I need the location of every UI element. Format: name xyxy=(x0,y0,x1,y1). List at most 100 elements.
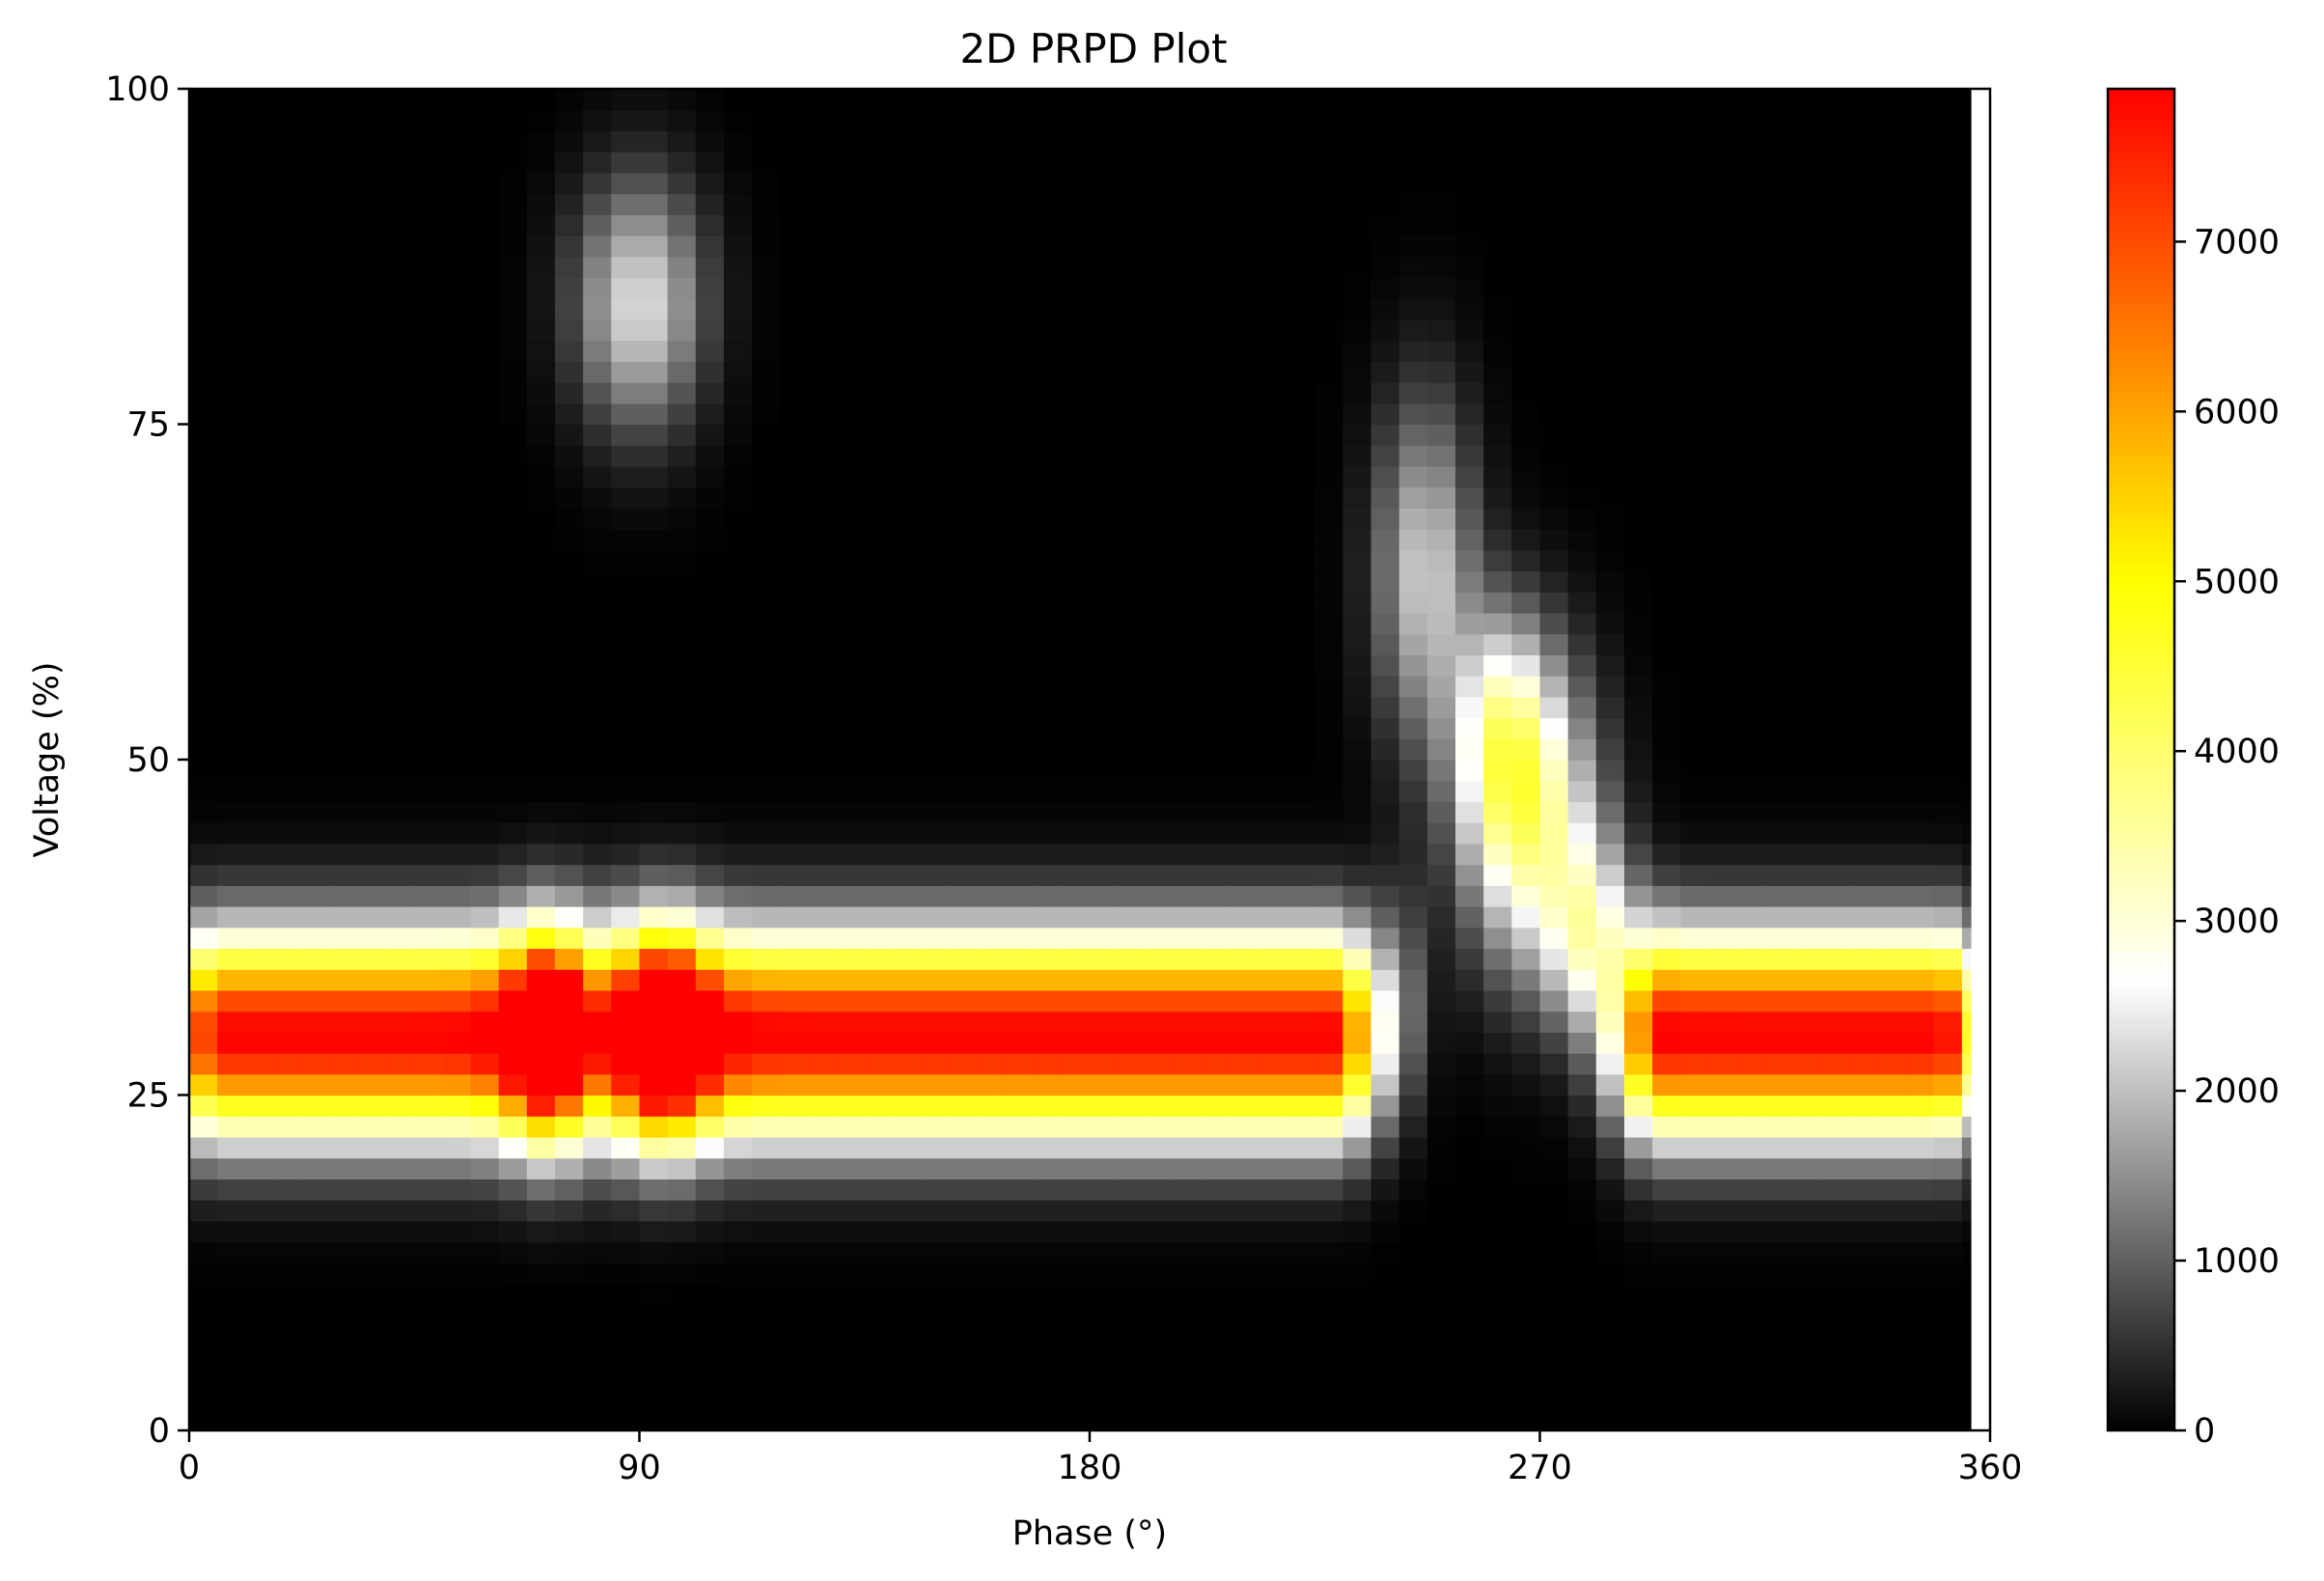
heatmap-cell xyxy=(808,738,838,761)
heatmap-cell xyxy=(189,1325,218,1347)
heatmap-cell xyxy=(977,256,1007,279)
heatmap-cell xyxy=(555,738,584,761)
heatmap-cell xyxy=(836,822,866,845)
heatmap-cell xyxy=(1736,1116,1766,1138)
heatmap-cell xyxy=(1174,801,1204,823)
heatmap-cell xyxy=(1680,822,1710,845)
heatmap-cell xyxy=(301,465,331,488)
heatmap-cell xyxy=(921,654,950,677)
heatmap-cell xyxy=(1567,843,1597,866)
heatmap-cell xyxy=(1398,402,1428,426)
heatmap-cell xyxy=(386,1283,415,1306)
heatmap-cell xyxy=(301,1179,331,1201)
heatmap-cell xyxy=(1933,319,1963,342)
heatmap-cell xyxy=(1849,1367,1878,1390)
heatmap-cell xyxy=(1426,717,1456,739)
heatmap-cell xyxy=(1961,864,1972,886)
heatmap-cell xyxy=(1033,1032,1063,1054)
heatmap-cell xyxy=(1933,382,1963,404)
heatmap-cell xyxy=(892,319,922,342)
heatmap-cell xyxy=(1174,508,1204,530)
heatmap-cell xyxy=(1905,465,1935,488)
heatmap-cell xyxy=(1483,193,1512,215)
heatmap-cell xyxy=(864,1283,894,1306)
heatmap-cell xyxy=(1539,1346,1569,1369)
heatmap-cell xyxy=(1708,801,1738,823)
heatmap-cell xyxy=(1005,1053,1035,1075)
heatmap-cell xyxy=(1342,445,1372,467)
heatmap-cell xyxy=(1370,717,1400,739)
heatmap-cell xyxy=(442,340,472,362)
heatmap-cell xyxy=(498,1325,528,1347)
heatmap-cell xyxy=(1764,1262,1794,1285)
heatmap-cell xyxy=(1342,864,1372,886)
heatmap-cell xyxy=(526,1304,556,1327)
heatmap-cell xyxy=(1426,236,1456,258)
heatmap-cell xyxy=(752,172,781,195)
heatmap-cell xyxy=(1455,277,1484,299)
heatmap-cell xyxy=(695,633,725,656)
heatmap-cell xyxy=(921,382,950,404)
heatmap-cell xyxy=(1849,570,1878,593)
heatmap-cell xyxy=(1849,780,1878,803)
heatmap-cell xyxy=(1370,1011,1400,1033)
heatmap-cell xyxy=(1483,236,1512,258)
heatmap-cell xyxy=(1595,1220,1625,1243)
heatmap-cell xyxy=(1511,465,1541,488)
heatmap-cell xyxy=(1483,654,1512,677)
heatmap-cell xyxy=(892,906,922,929)
heatmap-cell xyxy=(217,989,246,1012)
heatmap-cell xyxy=(414,172,444,195)
heatmap-cell xyxy=(555,1116,584,1138)
heatmap-cell xyxy=(1230,1367,1259,1390)
heatmap-cell xyxy=(414,1136,444,1159)
heatmap-cell xyxy=(1905,1283,1935,1306)
heatmap-cell xyxy=(1426,1095,1456,1117)
heatmap-cell xyxy=(273,424,303,446)
heatmap-cell xyxy=(1961,1053,1972,1075)
heatmap-cell xyxy=(1174,298,1204,320)
heatmap-cell xyxy=(1061,1283,1091,1306)
heatmap-cell xyxy=(864,236,894,258)
heatmap-cell xyxy=(1174,570,1204,593)
heatmap-cell xyxy=(695,508,725,530)
heatmap-cell xyxy=(301,654,331,677)
heatmap-cell xyxy=(1090,1367,1119,1390)
heatmap-cell xyxy=(1174,109,1204,132)
heatmap-cell xyxy=(329,445,359,467)
heatmap-cell xyxy=(1595,298,1625,320)
heatmap-cell xyxy=(273,1073,303,1096)
heatmap-cell xyxy=(470,1283,500,1306)
heatmap-cell xyxy=(1680,89,1710,111)
heatmap-cell xyxy=(977,1220,1007,1243)
heatmap-cell xyxy=(1202,612,1231,635)
heatmap-cell xyxy=(1623,277,1653,299)
heatmap-cell xyxy=(470,465,500,488)
heatmap-cell xyxy=(273,989,303,1012)
heatmap-cell xyxy=(414,89,444,111)
heatmap-cell xyxy=(1061,1136,1091,1159)
heatmap-cell xyxy=(1877,236,1907,258)
heatmap-cell xyxy=(639,1325,669,1347)
heatmap-cell xyxy=(1314,508,1344,530)
heatmap-cell xyxy=(1061,298,1091,320)
heatmap-cell xyxy=(836,256,866,279)
heatmap-cell xyxy=(1539,109,1569,132)
heatmap-cell xyxy=(667,109,697,132)
heatmap-cell xyxy=(386,486,415,509)
heatmap-cell xyxy=(1202,633,1231,656)
heatmap-cell xyxy=(1511,236,1541,258)
heatmap-cell xyxy=(1033,256,1063,279)
heatmap-cell xyxy=(357,906,387,929)
heatmap-cell xyxy=(1258,214,1287,236)
heatmap-cell xyxy=(1961,1325,1972,1347)
heatmap-cell xyxy=(1146,1157,1176,1179)
heatmap-cell xyxy=(780,676,810,698)
heatmap-cell xyxy=(1792,864,1822,886)
heatmap-cell xyxy=(695,1409,725,1431)
heatmap-cell xyxy=(1230,906,1259,929)
heatmap-cell xyxy=(217,592,246,614)
heatmap-cell xyxy=(1623,529,1653,551)
heatmap-cell xyxy=(1933,298,1963,320)
heatmap-cell xyxy=(1905,989,1935,1012)
